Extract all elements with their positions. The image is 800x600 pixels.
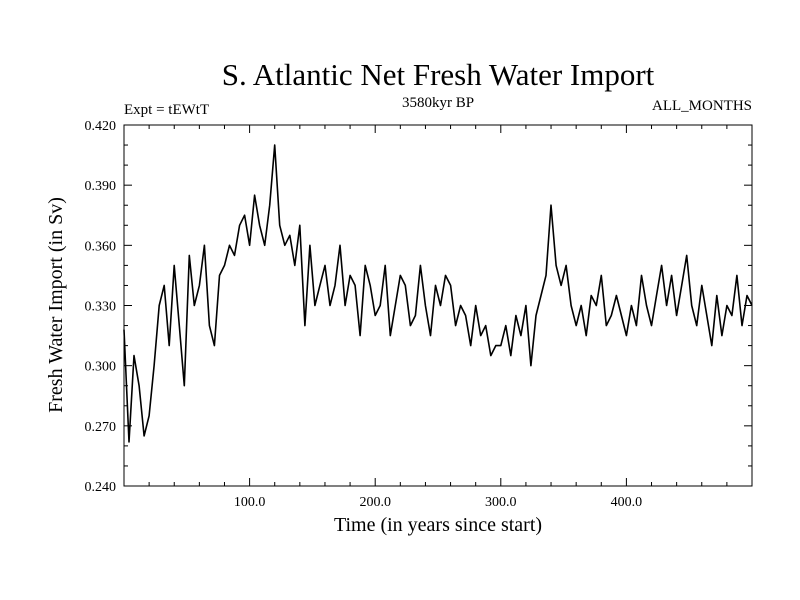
period-label: 3580kyr BP (402, 95, 474, 111)
y-tick-label: 0.420 (85, 119, 117, 134)
axis-ticks (124, 124, 752, 487)
x-tick-label: 100.0 (234, 495, 266, 510)
series-line (123, 144, 753, 443)
x-tick-label: 200.0 (359, 495, 391, 510)
x-tick-labels: 100.0 200.0 300.0 400.0 (234, 495, 642, 510)
x-tick-label: 400.0 (611, 495, 643, 510)
y-tick-label: 0.330 (85, 300, 117, 315)
y-tick-labels: 0.240 0.270 0.300 0.330 0.360 0.390 0.420 (85, 119, 117, 495)
months-label: ALL_MONTHS (652, 98, 752, 114)
experiment-label: Expt = tEWtT (124, 102, 209, 118)
y-tick-label: 0.390 (85, 179, 117, 194)
y-tick-label: 0.360 (85, 239, 117, 254)
x-tick-label: 300.0 (485, 495, 517, 510)
y-tick-label: 0.270 (85, 420, 117, 435)
y-tick-label: 0.300 (85, 360, 117, 375)
chart-title: S. Atlantic Net Fresh Water Import (222, 57, 655, 92)
x-axis-label: Time (in years since start) (334, 514, 542, 536)
y-tick-label: 0.240 (85, 480, 117, 495)
plot-frame (123, 124, 753, 487)
y-axis-label: Fresh Water Import (in Sv) (45, 197, 67, 413)
